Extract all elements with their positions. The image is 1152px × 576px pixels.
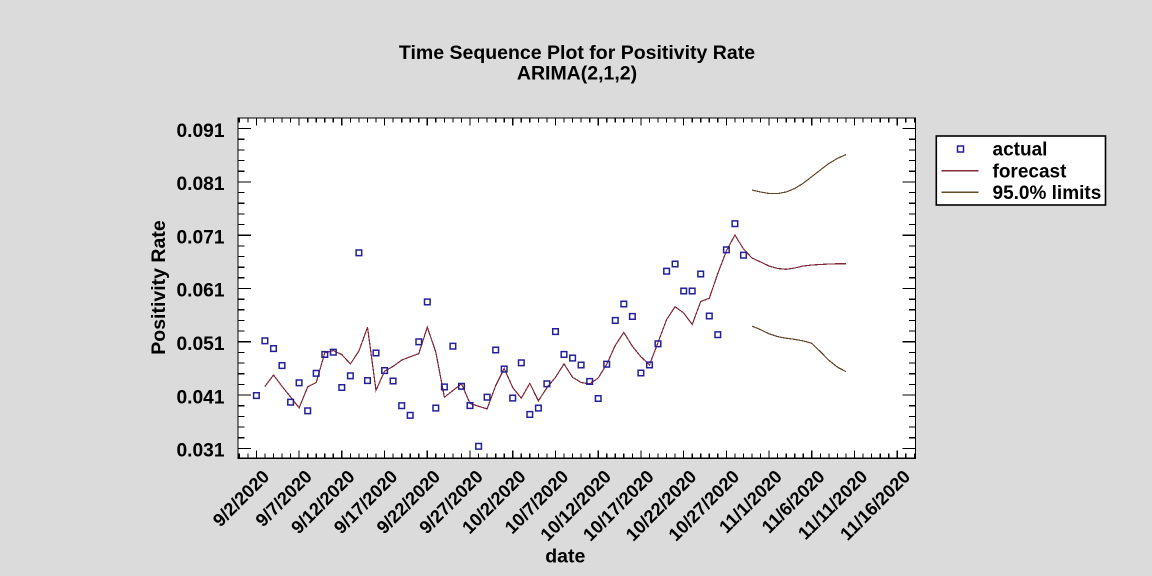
svg-text:date: date [545,546,585,568]
svg-text:actual: actual [993,140,1048,161]
svg-text:Positivity Rate: Positivity Rate [148,220,170,355]
svg-text:0.031: 0.031 [176,441,224,462]
svg-text:forecast: forecast [993,161,1068,182]
svg-text:95.0% limits: 95.0% limits [993,183,1102,204]
svg-text:Time Sequence Plot for Positiv: Time Sequence Plot for Positivity Rate [399,42,755,64]
svg-text:0.041: 0.041 [176,387,224,408]
svg-text:0.081: 0.081 [176,174,224,195]
svg-text:ARIMA(2,1,2): ARIMA(2,1,2) [517,62,637,84]
svg-text:0.071: 0.071 [176,227,224,248]
svg-text:0.091: 0.091 [176,121,224,142]
svg-text:0.051: 0.051 [176,334,224,355]
svg-text:0.061: 0.061 [176,281,224,302]
